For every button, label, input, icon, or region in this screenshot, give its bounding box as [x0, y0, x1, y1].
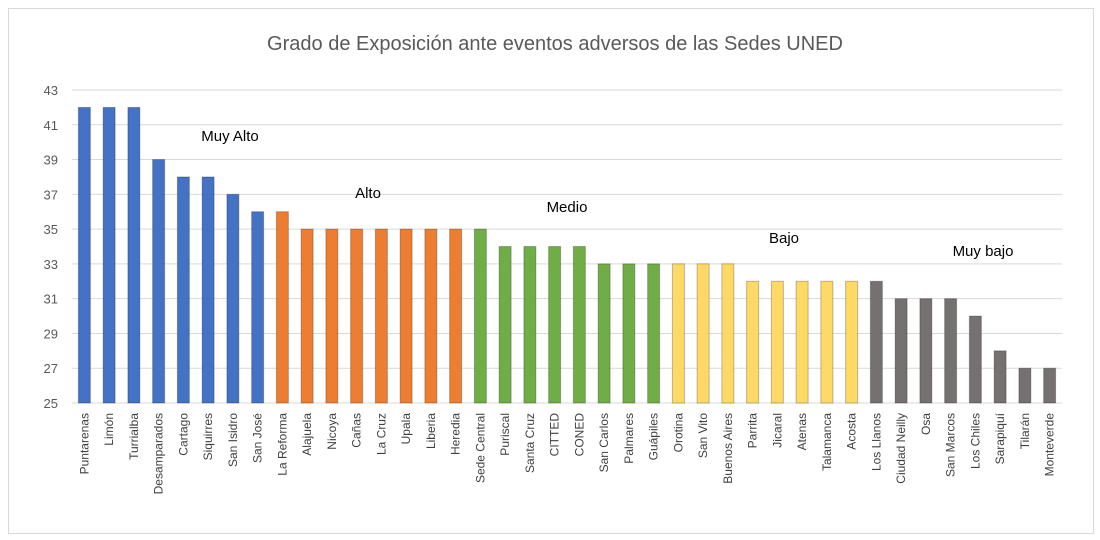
x-tick-label: Siquirres [201, 413, 215, 460]
x-tick-label: Los Chiles [968, 413, 982, 469]
x-tick-label: Atenas [795, 413, 809, 450]
x-tick-label: Turrialba [127, 413, 141, 460]
x-tick-label: Santa Cruz [523, 413, 537, 473]
y-tick-label: 29 [44, 326, 58, 341]
bar [226, 193, 240, 404]
group-annotation: Muy Alto [201, 128, 259, 145]
bar [424, 228, 438, 404]
bar [399, 228, 413, 404]
x-tick-label: Sarapiquí [993, 412, 1007, 464]
bar [845, 280, 859, 404]
bar [350, 228, 364, 404]
bar [449, 228, 463, 404]
group-annotation: Bajo [769, 230, 799, 247]
bar [869, 280, 883, 404]
bar [473, 228, 487, 404]
group-annotation: Medio [547, 199, 588, 216]
bar [721, 263, 735, 404]
bar [374, 228, 388, 404]
x-tick-label: San Vito [696, 413, 710, 458]
bar [696, 263, 710, 404]
bar [597, 263, 611, 404]
y-tick-label: 27 [44, 361, 58, 376]
bar [275, 211, 289, 404]
x-tick-label: Jicaral [770, 413, 784, 448]
bar [523, 246, 537, 404]
x-tick-label: Osa [919, 413, 933, 435]
x-tick-label: San Isidro [226, 413, 240, 467]
x-tick-label: Puriscal [498, 413, 512, 456]
y-tick-label: 37 [44, 187, 58, 202]
bar [572, 246, 586, 404]
bar [894, 298, 908, 404]
x-tick-label: CONED [572, 413, 586, 457]
x-tick-label: Palmares [622, 413, 636, 464]
x-tick-label: Liberia [424, 413, 438, 449]
x-tick-label: La Cruz [374, 413, 388, 455]
y-tick-label: 41 [44, 118, 58, 133]
bar [325, 228, 339, 404]
x-tick-label: San Carlos [597, 413, 611, 472]
bar [176, 176, 190, 404]
x-tick-label: Orotina [671, 413, 685, 453]
bar [1018, 367, 1032, 404]
x-tick-label: Tilarán [1018, 413, 1032, 449]
x-tick-label: San José [251, 413, 265, 463]
bar [77, 106, 91, 404]
bar [993, 350, 1007, 404]
bar [498, 246, 512, 404]
y-tick-label: 31 [44, 292, 58, 307]
x-tick-label: Talamanca [820, 413, 834, 471]
chart-title: Grado de Exposición ante eventos adverso… [267, 33, 843, 55]
bar [919, 298, 933, 404]
bar [1043, 367, 1057, 404]
y-tick-label: 35 [44, 222, 58, 237]
bar [647, 263, 661, 404]
bar [102, 106, 116, 404]
group-annotation: Alto [355, 185, 381, 202]
bar [201, 176, 215, 404]
x-tick-label: Acosta [845, 413, 859, 450]
x-tick-label: Guápiles [647, 413, 661, 460]
x-tick-label: Cañas [350, 413, 364, 448]
y-tick-label: 43 [44, 83, 58, 98]
bar [300, 228, 314, 404]
bar [622, 263, 636, 404]
bar [548, 246, 562, 404]
bar [820, 280, 834, 404]
bar [968, 315, 982, 404]
group-annotation: Muy bajo [953, 243, 1014, 260]
x-tick-label: Parrita [746, 413, 760, 449]
bar [746, 280, 760, 404]
bar [127, 106, 141, 404]
x-tick-label: La Reforma [275, 413, 289, 476]
x-tick-label: Heredia [449, 413, 463, 455]
bar [671, 263, 685, 404]
x-tick-label: Ciudad Neilly [894, 413, 908, 484]
bar [152, 159, 166, 404]
x-tick-label: Cartago [176, 413, 190, 456]
x-tick-label: CITTED [548, 413, 562, 457]
bar [251, 211, 265, 404]
bar [795, 280, 809, 404]
bar [770, 280, 784, 404]
x-tick-label: Los Llanos [869, 413, 883, 471]
y-tick-label: 39 [44, 153, 58, 168]
x-tick-label: Limón [102, 413, 116, 446]
x-tick-label: Sede Central [473, 413, 487, 483]
x-tick-label: Puntarenas [77, 413, 91, 474]
x-tick-label: Alajuela [300, 413, 314, 456]
y-tick-label: 33 [44, 257, 58, 272]
x-tick-label: Buenos Aires [721, 413, 735, 484]
x-tick-label: Upala [399, 413, 413, 445]
x-tick-label: San Marcos [944, 413, 958, 477]
x-tick-label: Nicoya [325, 413, 339, 450]
x-tick-label: Monteverde [1043, 413, 1057, 477]
y-tick-label: 25 [44, 396, 58, 411]
bar [944, 298, 958, 404]
x-tick-label: Desamparados [152, 413, 166, 494]
